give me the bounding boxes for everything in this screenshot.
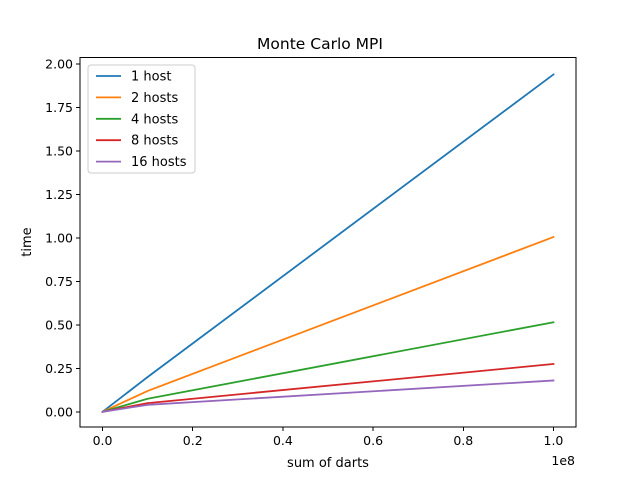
legend: 1 host 2 hosts 4 hosts 8 hosts 16 hosts	[87, 64, 196, 174]
x-tick-label: 0.6	[363, 433, 383, 448]
series-line-2-hosts	[101, 235, 555, 413]
x-tick-label: 1.0	[544, 433, 564, 448]
chart-title: Monte Carlo MPI	[257, 35, 383, 53]
legend-box	[87, 64, 196, 174]
series-line-1-host	[101, 73, 555, 414]
x-tick-label: 0.0	[93, 433, 113, 448]
y-tick-label: 1.00	[45, 230, 73, 245]
y-axis-ticks: 0.00 0.25 0.50 0.75 1.00 1.25 1.50 1.75 2.00	[45, 57, 80, 419]
y-tick-label: 1.75	[45, 100, 73, 115]
plot-area-frame	[79, 57, 577, 428]
x-tick-label: 0.8	[453, 433, 473, 448]
y-tick-label: 0.00	[45, 404, 73, 419]
series-line-16-hosts	[101, 379, 555, 413]
y-tick-label: 0.25	[45, 361, 73, 376]
y-axis-label: time	[20, 227, 35, 256]
y-tick-label: 1.25	[45, 187, 73, 202]
legend-label: 1 host	[131, 70, 171, 85]
legend-label: 4 hosts	[131, 112, 178, 127]
legend-label: 16 hosts	[131, 155, 187, 170]
x-axis-label: sum of darts	[287, 456, 369, 471]
y-tick-label: 0.75	[45, 274, 73, 289]
y-tick-label: 2.00	[45, 57, 73, 72]
y-tick-label: 1.50	[45, 143, 73, 158]
x-tick-label: 0.2	[183, 433, 203, 448]
legend-label: 2 hosts	[131, 91, 178, 106]
x-tick-label: 0.4	[273, 433, 293, 448]
y-tick-label: 0.50	[45, 317, 73, 332]
x-axis-offset-label: 1e8	[551, 453, 575, 468]
x-axis-ticks: 0.0 0.2 0.4 0.6 0.8 1.0	[93, 427, 564, 448]
legend-label: 8 hosts	[131, 134, 178, 149]
series-layer	[101, 73, 555, 414]
series-line-4-hosts	[101, 321, 555, 413]
